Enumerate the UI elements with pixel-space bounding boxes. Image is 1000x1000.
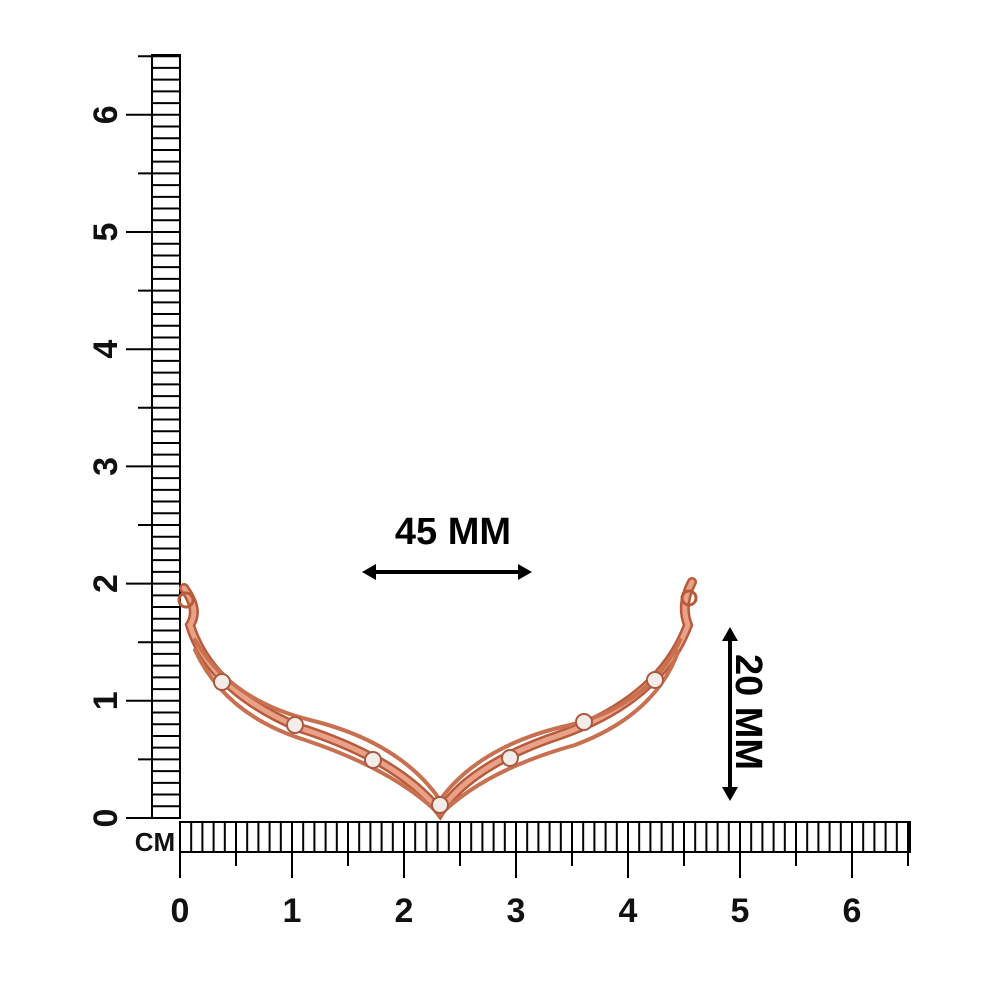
ruler-label: 1 [87, 691, 125, 710]
arrow-head [722, 787, 738, 801]
ruler-body [179, 821, 911, 853]
ruler-label: 6 [843, 892, 862, 930]
ruler-label: 4 [87, 340, 125, 359]
ruler-body [151, 54, 181, 819]
ruler-label: 2 [395, 892, 414, 930]
ruler-label: 0 [171, 892, 190, 930]
horizontal-ruler: 0 1 2 3 4 5 6 [171, 821, 911, 930]
ruler-label: 5 [87, 223, 125, 242]
arrow-head [722, 627, 738, 641]
ruler-label: 6 [87, 105, 125, 124]
clasp-loop [680, 589, 698, 607]
ruler-label: 0 [87, 809, 125, 828]
unit-label: CM [135, 827, 175, 857]
stone [501, 749, 519, 767]
ruler-label: 3 [507, 892, 526, 930]
ruler-label: 5 [731, 892, 750, 930]
stone [431, 796, 449, 814]
stone [286, 716, 304, 734]
stone [646, 671, 664, 689]
ruler-label: 3 [87, 457, 125, 476]
stones [213, 671, 664, 814]
stone [213, 673, 231, 691]
ruler-label: 1 [283, 892, 302, 930]
ruler-label: 4 [619, 892, 638, 930]
stone [575, 713, 593, 731]
width-arrow [362, 564, 532, 580]
width-label: 45 MM [395, 511, 511, 553]
arrow-head [362, 564, 376, 580]
clasp-loop [177, 591, 195, 609]
stone [364, 751, 382, 769]
arrow-head [518, 564, 532, 580]
vertical-ruler: 0 1 2 3 4 5 6 [87, 54, 181, 828]
ruler-label: 2 [87, 574, 125, 593]
height-arrow [722, 627, 738, 801]
strand [193, 648, 680, 818]
height-label: 20 MM [727, 654, 769, 770]
